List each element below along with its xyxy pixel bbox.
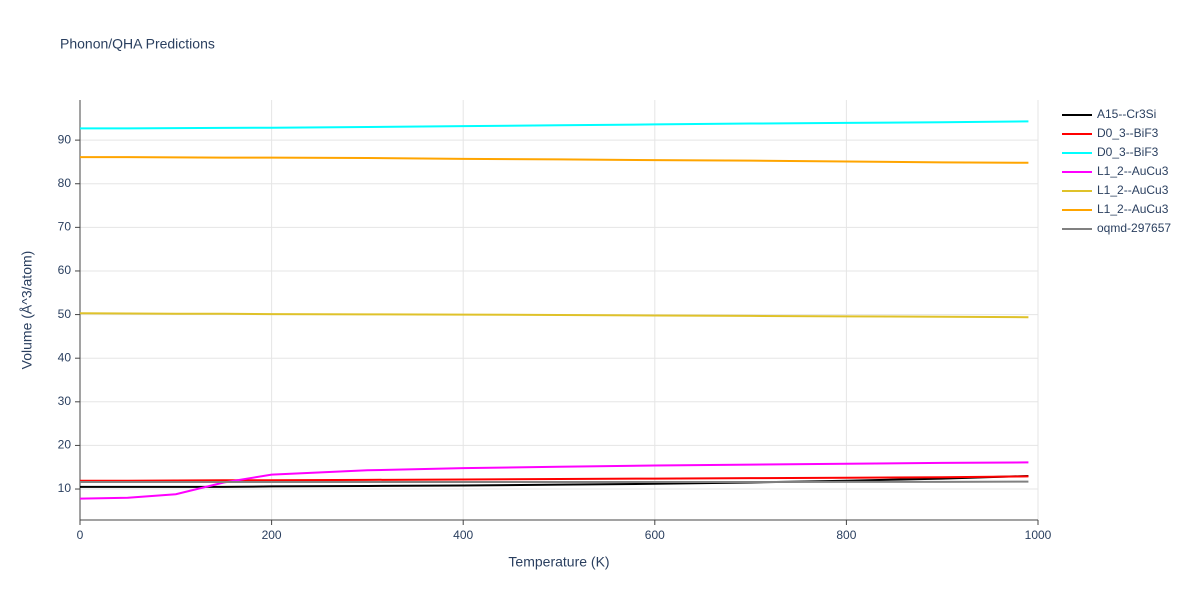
legend-label: L1_2--AuCu3 [1097, 202, 1169, 216]
legend-label: oqmd-297657 [1097, 221, 1171, 235]
legend-label: L1_2--AuCu3 [1097, 164, 1169, 178]
y-tick-label: 10 [58, 481, 72, 495]
legend-label: A15--Cr3Si [1097, 107, 1156, 121]
x-tick-label: 1000 [1025, 528, 1052, 542]
y-tick-label: 80 [58, 176, 72, 190]
x-tick-label: 200 [262, 528, 282, 542]
y-tick-label: 90 [58, 132, 72, 146]
legend-label: D0_3--BiF3 [1097, 145, 1159, 159]
x-tick-label: 0 [77, 528, 84, 542]
legend-label: L1_2--AuCu3 [1097, 183, 1169, 197]
chart-title: Phonon/QHA Predictions [60, 36, 215, 52]
y-tick-label: 40 [58, 350, 72, 364]
y-tick-label: 60 [58, 263, 72, 277]
data-line [80, 156, 1029, 164]
legend-label: D0_3--BiF3 [1097, 126, 1159, 140]
x-tick-label: 800 [836, 528, 856, 542]
data-line [80, 120, 1029, 130]
y-axis-title: Volume (Å^3/atom) [19, 251, 35, 370]
y-tick-label: 20 [58, 438, 72, 452]
y-tick-label: 30 [58, 394, 72, 408]
x-axis-title: Temperature (K) [508, 554, 609, 570]
x-tick-label: 600 [645, 528, 665, 542]
y-tick-label: 70 [58, 220, 72, 234]
y-tick-label: 50 [58, 307, 72, 321]
data-line [80, 474, 1029, 488]
data-line [79, 312, 1029, 319]
x-tick-label: 400 [453, 528, 473, 542]
data-line [79, 461, 1029, 500]
data-line [80, 475, 1029, 482]
